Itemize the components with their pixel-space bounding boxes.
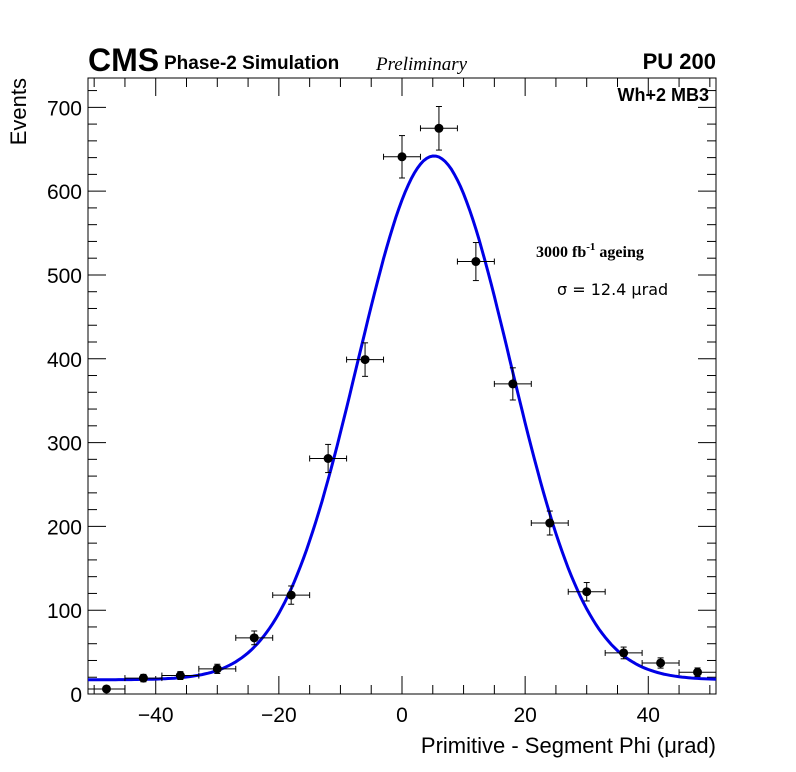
x-tick-label: 0: [396, 704, 408, 727]
region-label: Wh+2 MB3: [617, 85, 709, 105]
data-marker: [101, 684, 111, 694]
data-point: [604, 646, 643, 660]
data-point: [456, 242, 495, 282]
data-marker: [397, 152, 407, 162]
data-marker: [471, 257, 481, 267]
data-point: [678, 667, 717, 677]
data-point: [309, 443, 348, 474]
y-tick-label: 0: [70, 684, 82, 707]
data-marker: [138, 673, 148, 683]
data-points: [87, 105, 717, 694]
data-marker: [175, 671, 185, 681]
x-tick-label: −20: [261, 704, 297, 727]
y-tick-label: 100: [47, 600, 82, 623]
simulation-label: Phase-2 Simulation: [164, 53, 339, 74]
data-point: [383, 135, 421, 179]
gaussian-fit-curve: [88, 154, 717, 682]
y-tick-label: 200: [47, 516, 82, 539]
x-tick-label: −40: [138, 704, 174, 727]
data-marker: [360, 355, 370, 365]
data-point: [530, 510, 569, 536]
x-axis-title: Primitive - Segment Phi (μrad): [421, 733, 716, 758]
data-point: [641, 657, 680, 669]
data-point: [419, 105, 458, 151]
y-tick-label: 600: [47, 181, 82, 204]
y-tick-label: 400: [47, 349, 82, 372]
data-marker: [545, 518, 555, 528]
data-point: [567, 582, 606, 602]
data-marker: [582, 587, 592, 597]
ageing-suffix: ageing: [595, 244, 643, 261]
preliminary-label: Preliminary: [375, 54, 468, 75]
y-tick-label: 700: [47, 97, 82, 120]
experiment-label: CMS: [88, 42, 159, 78]
data-point: [235, 630, 274, 646]
data-point: [87, 684, 126, 694]
data-point: [124, 673, 163, 683]
data-marker: [656, 658, 666, 668]
sigma-label: σ = 12.4 μrad: [557, 280, 668, 299]
pileup-label: PU 200: [643, 49, 716, 74]
data-point: [346, 342, 385, 377]
data-marker: [508, 379, 518, 389]
data-marker: [286, 590, 296, 600]
data-marker: [434, 123, 444, 133]
axis-ticks: [88, 78, 716, 695]
y-tick-label: 300: [47, 433, 82, 456]
data-point: [198, 663, 237, 674]
x-tick-label: 20: [513, 704, 536, 727]
ageing-exponent: -1: [586, 241, 595, 253]
ageing-prefix: 3000 fb: [536, 244, 586, 261]
y-tick-label: 500: [47, 265, 82, 288]
y-axis-title: Events: [6, 78, 31, 145]
data-point: [161, 671, 200, 681]
data-marker: [693, 667, 703, 677]
data-marker: [212, 664, 222, 674]
ageing-label: 3000 fb-1 ageing: [536, 241, 644, 261]
data-marker: [249, 633, 259, 643]
data-point: [493, 367, 532, 401]
data-marker: [619, 648, 629, 658]
data-point: [272, 585, 311, 605]
x-tick-label: 40: [637, 704, 660, 727]
data-marker: [323, 453, 333, 463]
